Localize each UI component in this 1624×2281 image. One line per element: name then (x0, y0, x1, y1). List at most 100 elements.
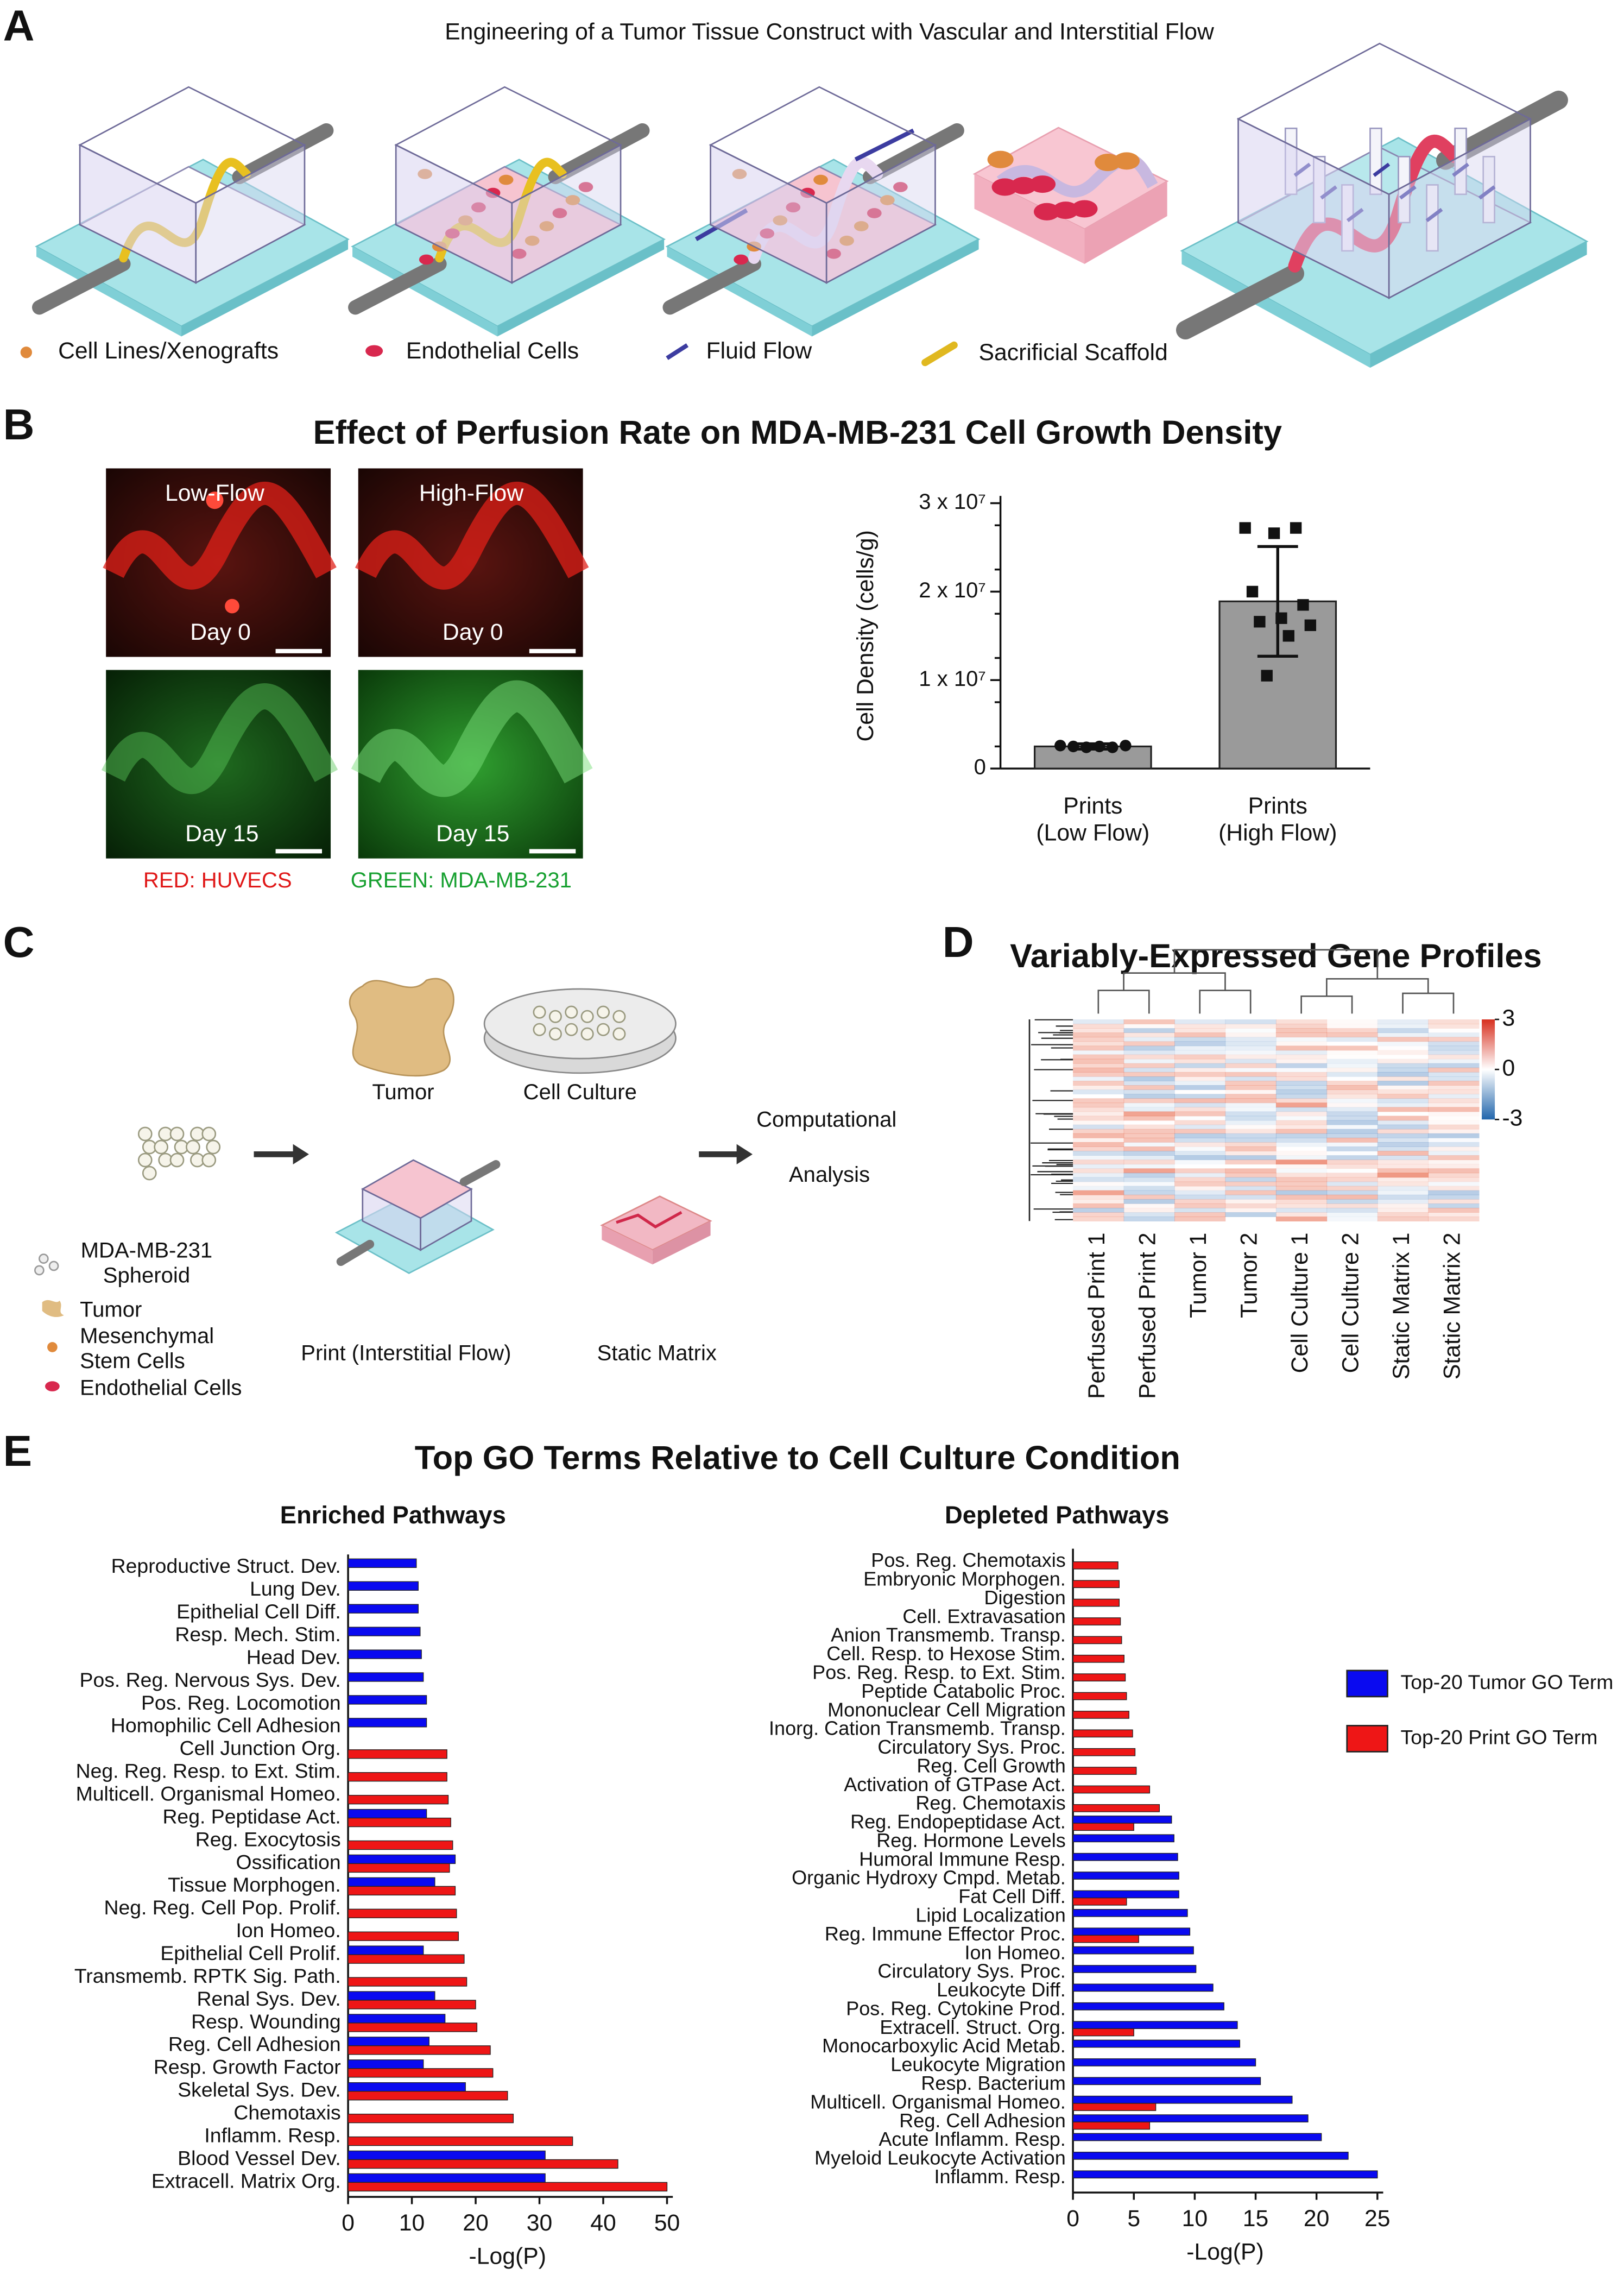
x-tick-label: 10 (1182, 2206, 1208, 2232)
heat-cell (1377, 1173, 1429, 1178)
text-line: MDA-MB-231 (81, 1238, 213, 1262)
heat-cell (1174, 1124, 1226, 1130)
heat-cell (1174, 1203, 1226, 1208)
bar (347, 1854, 456, 1864)
micrograph-label: Day 0 (190, 619, 251, 645)
bar (1072, 1908, 1188, 1917)
category-label: Ossification (236, 1850, 341, 1873)
bar (1072, 1636, 1122, 1644)
heat-cell (1123, 1116, 1175, 1121)
legend-label: Top-20 Tumor GO Term (1401, 1671, 1614, 1693)
cell (734, 254, 749, 265)
category-label: Resp. Bacterium (921, 2072, 1065, 2094)
heat-cell (1326, 1037, 1378, 1042)
heat-cell (1377, 1089, 1429, 1095)
heat-cell (1073, 1054, 1124, 1060)
category-label: Extracell. Struct. Org. (880, 2016, 1065, 2038)
heat-cell (1123, 1168, 1175, 1174)
heat-cell (1225, 1173, 1277, 1178)
heat-cell (1428, 1160, 1480, 1165)
heat-cell (1275, 1217, 1328, 1221)
bar (347, 2159, 618, 2169)
bar (347, 1794, 449, 1805)
cell (813, 174, 828, 185)
heat-cell (1275, 1133, 1328, 1138)
heat-cell (1225, 1063, 1277, 1068)
bar (1072, 2152, 1349, 2160)
heat-cell (1174, 1151, 1226, 1156)
heat-cell (1073, 1142, 1124, 1147)
bar (1072, 1816, 1172, 1824)
heat-cell (1073, 1019, 1124, 1024)
flow-arrow (1425, 207, 1443, 223)
heat-cell (1428, 1050, 1480, 1055)
heat-cell (1073, 1111, 1124, 1117)
column-label: Cell Culture 1 (1287, 1233, 1313, 1373)
category-label: Reg. Endopeptidase Act. (850, 1811, 1066, 1833)
cell (201, 1126, 217, 1142)
bar (347, 1977, 467, 1987)
heat-cell (1326, 1081, 1378, 1086)
heat-cell (1377, 1081, 1429, 1086)
heat-cell (1225, 1207, 1277, 1213)
category-label: Peptide Catabolic Proc. (861, 1680, 1066, 1702)
plate-edge (1370, 241, 1587, 368)
micrograph-label: High-Flow (419, 480, 523, 506)
heat-cell (1123, 1124, 1175, 1130)
heat-cell (1073, 1212, 1124, 1217)
heat-cell (1428, 1199, 1480, 1204)
heat-cell (1123, 1181, 1175, 1187)
arrowhead (293, 1144, 309, 1165)
bar (1072, 1561, 1119, 1570)
heat-cell (1174, 1217, 1226, 1221)
panel-label: A (3, 1, 35, 50)
bar (1072, 1946, 1194, 1955)
bar (347, 1772, 447, 1782)
heat-cell (1428, 1094, 1480, 1099)
heat-cell (1377, 1120, 1429, 1125)
heat-cell (1428, 1063, 1480, 1068)
heat-cell (1275, 1137, 1328, 1143)
heat-cell (1275, 1102, 1328, 1108)
category-label: Mononuclear Cell Migration (827, 1698, 1066, 1721)
heat-cell (1225, 1199, 1277, 1204)
heat-cell (1326, 1107, 1378, 1112)
heat-cell (1123, 1094, 1175, 1099)
heat-cell (1225, 1089, 1277, 1095)
heat-cell (1123, 1142, 1175, 1147)
heat-cell (1275, 1111, 1328, 1117)
cell (201, 1152, 217, 1168)
x-tick-label: 0 (342, 2210, 355, 2236)
column-label: Perfused Print 2 (1135, 1233, 1161, 1399)
channel (101, 683, 338, 794)
heat-cell (1275, 1072, 1328, 1077)
heat-cell (1123, 1072, 1175, 1077)
heat-cell (1123, 1045, 1175, 1051)
cell (880, 195, 895, 205)
flow-arrow (1478, 185, 1496, 200)
heat-cell (1174, 1089, 1225, 1094)
heat-cell (1326, 1199, 1378, 1204)
data-point (1080, 741, 1092, 753)
heat-cell (1326, 1024, 1377, 1029)
heat-cell (1275, 1094, 1328, 1099)
tube (662, 256, 762, 315)
heat-cell (1123, 1133, 1175, 1138)
category-label: Tissue Morphogen. (168, 1873, 341, 1896)
legend-swatch (1346, 1725, 1388, 1753)
category-label: Chemotaxis (233, 2101, 340, 2124)
heat-cell (1428, 1116, 1479, 1121)
data-point (1290, 522, 1302, 534)
heat-cell (1377, 1076, 1429, 1081)
channel (351, 680, 593, 797)
heat-cell (1377, 1098, 1429, 1104)
heat-cell (1174, 1037, 1226, 1042)
heat-cell (1275, 1019, 1328, 1024)
heat-cell (1275, 1181, 1328, 1187)
cell (1029, 175, 1056, 193)
tube (336, 1239, 375, 1266)
panel-title: Variably-Expressed Gene Profiles (1010, 937, 1542, 975)
heat-cell (1174, 1094, 1226, 1099)
category-label: Activation of GTPase Act. (844, 1773, 1066, 1795)
heat-cell (1326, 1160, 1378, 1165)
